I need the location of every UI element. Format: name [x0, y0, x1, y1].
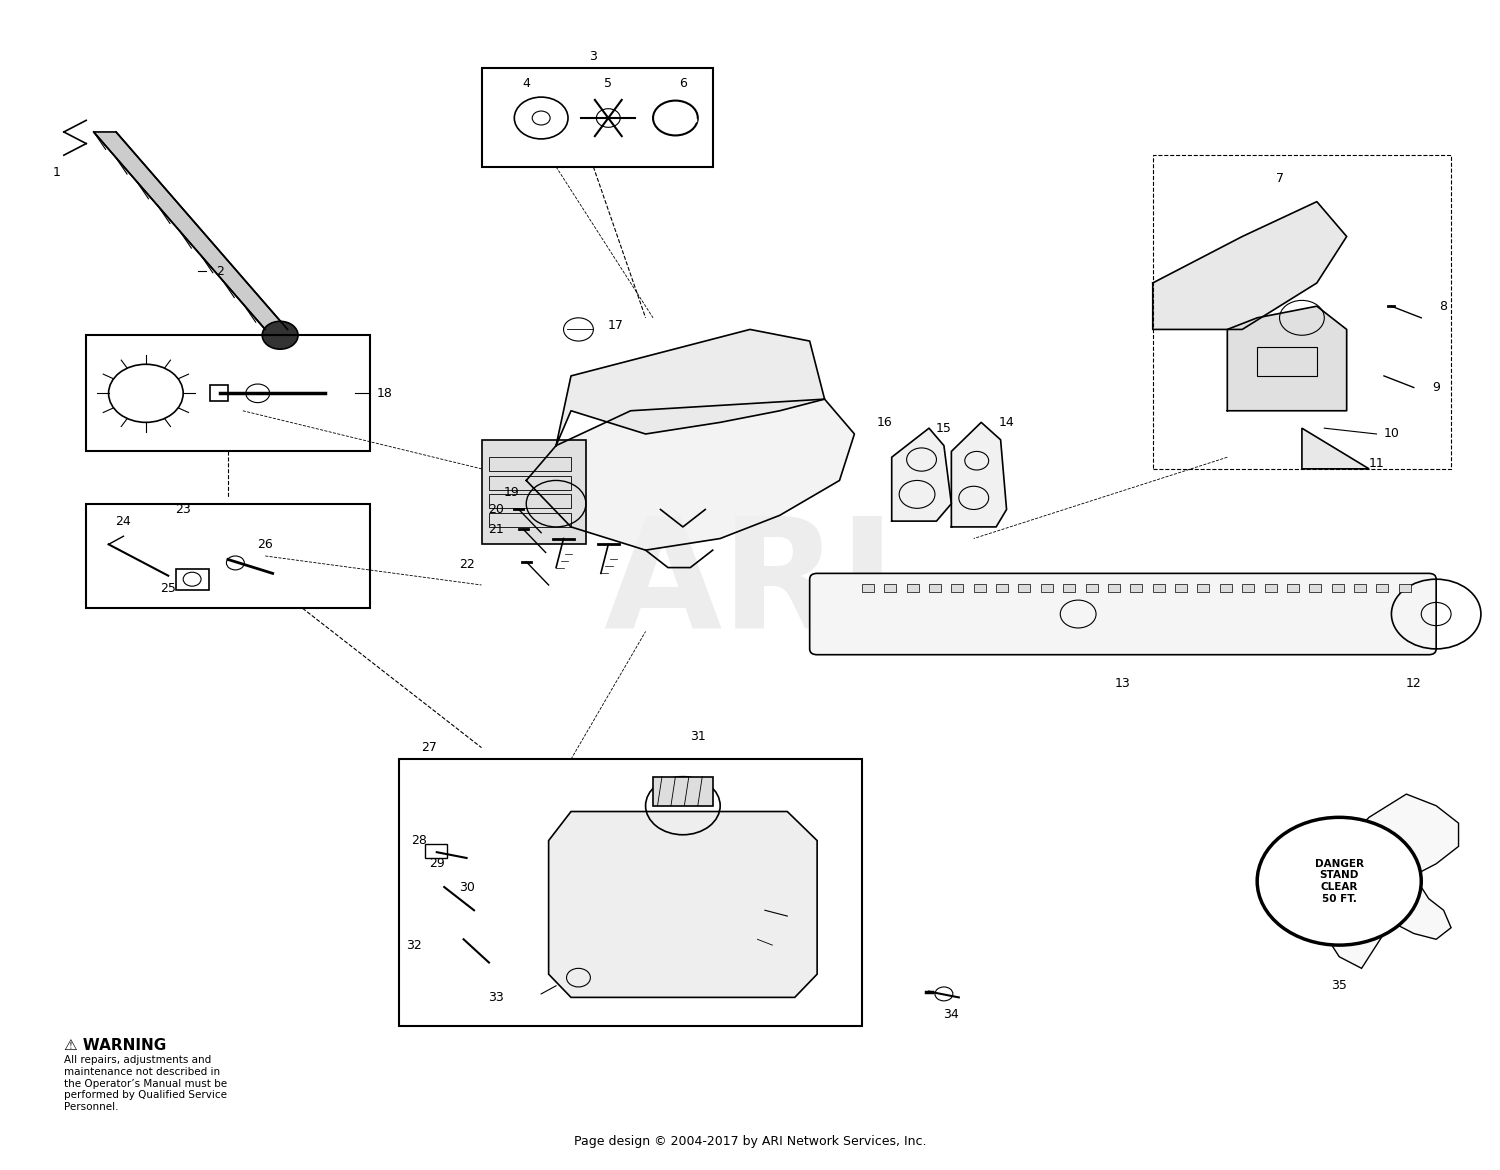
Polygon shape — [951, 422, 1006, 526]
Text: 6: 6 — [680, 77, 687, 90]
Text: 15: 15 — [936, 421, 952, 435]
Text: 27: 27 — [422, 741, 436, 755]
Bar — [1064, 584, 1076, 592]
Text: 5: 5 — [604, 77, 612, 90]
Text: All repairs, adjustments and
maintenance not described in
the Operator’s Manual : All repairs, adjustments and maintenance… — [64, 1055, 226, 1111]
Text: 1: 1 — [53, 166, 60, 179]
Text: 3: 3 — [590, 50, 597, 63]
Polygon shape — [93, 132, 288, 330]
Bar — [928, 584, 940, 592]
Bar — [482, 440, 586, 544]
Bar — [652, 777, 712, 806]
Text: 26: 26 — [258, 538, 273, 551]
Circle shape — [262, 322, 298, 349]
Text: 28: 28 — [411, 834, 428, 847]
Bar — [1287, 584, 1299, 592]
Text: 31: 31 — [690, 730, 705, 743]
Text: 24: 24 — [116, 515, 132, 528]
Text: 20: 20 — [489, 503, 504, 516]
Text: 32: 32 — [406, 938, 423, 951]
Text: 19: 19 — [504, 486, 519, 498]
Text: Page design © 2004-2017 by ARI Network Services, Inc.: Page design © 2004-2017 by ARI Network S… — [573, 1135, 926, 1149]
Text: 17: 17 — [608, 319, 624, 332]
Bar — [906, 584, 918, 592]
Bar — [951, 584, 963, 592]
Polygon shape — [549, 812, 818, 997]
Circle shape — [1257, 818, 1422, 945]
Text: 18: 18 — [376, 387, 393, 400]
Bar — [1019, 584, 1031, 592]
Bar — [1264, 584, 1276, 592]
Polygon shape — [891, 428, 951, 521]
Bar — [176, 569, 208, 590]
Bar — [1152, 584, 1164, 592]
Bar — [399, 759, 862, 1026]
Bar — [1400, 584, 1411, 592]
Text: 34: 34 — [944, 1009, 960, 1021]
Bar — [1086, 584, 1098, 592]
Text: 14: 14 — [999, 415, 1014, 429]
Bar — [1174, 584, 1186, 592]
Bar — [482, 68, 712, 167]
Bar — [1152, 156, 1450, 469]
Bar — [424, 844, 447, 858]
Bar — [884, 584, 896, 592]
Text: 10: 10 — [1383, 427, 1400, 440]
Text: 25: 25 — [160, 581, 176, 596]
Text: 21: 21 — [489, 523, 504, 536]
Text: 16: 16 — [876, 415, 892, 429]
Text: 7: 7 — [1275, 172, 1284, 185]
Bar — [86, 503, 369, 608]
Bar — [210, 385, 228, 401]
Text: 35: 35 — [1332, 979, 1347, 992]
Bar — [489, 457, 572, 472]
Bar — [489, 476, 572, 490]
Text: ⚠ WARNING: ⚠ WARNING — [64, 1038, 166, 1053]
Bar — [1332, 584, 1344, 592]
Bar — [1197, 584, 1209, 592]
Bar — [1220, 584, 1232, 592]
Bar — [974, 584, 986, 592]
Bar — [1354, 584, 1366, 592]
Polygon shape — [556, 330, 825, 446]
FancyBboxPatch shape — [810, 573, 1436, 655]
Text: 22: 22 — [459, 558, 474, 571]
Bar — [489, 495, 572, 508]
Bar — [1310, 584, 1322, 592]
Text: 11: 11 — [1368, 456, 1384, 469]
Bar — [1257, 346, 1317, 376]
Text: 29: 29 — [429, 858, 444, 870]
Text: DANGER
STAND
CLEAR
50 FT.: DANGER STAND CLEAR 50 FT. — [1314, 859, 1364, 903]
Text: 2: 2 — [216, 264, 225, 277]
Bar — [1108, 584, 1120, 592]
Text: 8: 8 — [1440, 300, 1448, 312]
Text: ARI: ARI — [603, 510, 897, 660]
Bar — [489, 512, 572, 526]
Bar — [862, 584, 874, 592]
Bar — [1041, 584, 1053, 592]
Text: 9: 9 — [1432, 381, 1440, 394]
Text: 23: 23 — [176, 503, 190, 516]
Polygon shape — [526, 399, 855, 550]
Bar — [1131, 584, 1143, 592]
Bar — [86, 336, 369, 452]
Text: 13: 13 — [1114, 677, 1131, 690]
Polygon shape — [1310, 794, 1458, 969]
Bar — [996, 584, 1008, 592]
Polygon shape — [1227, 307, 1347, 411]
Text: 30: 30 — [459, 881, 474, 894]
Text: 33: 33 — [489, 991, 504, 1004]
Text: 4: 4 — [522, 77, 530, 90]
Bar — [1242, 584, 1254, 592]
Text: 12: 12 — [1406, 677, 1422, 690]
Bar — [1377, 584, 1389, 592]
Polygon shape — [1152, 201, 1347, 330]
Polygon shape — [1302, 428, 1370, 469]
